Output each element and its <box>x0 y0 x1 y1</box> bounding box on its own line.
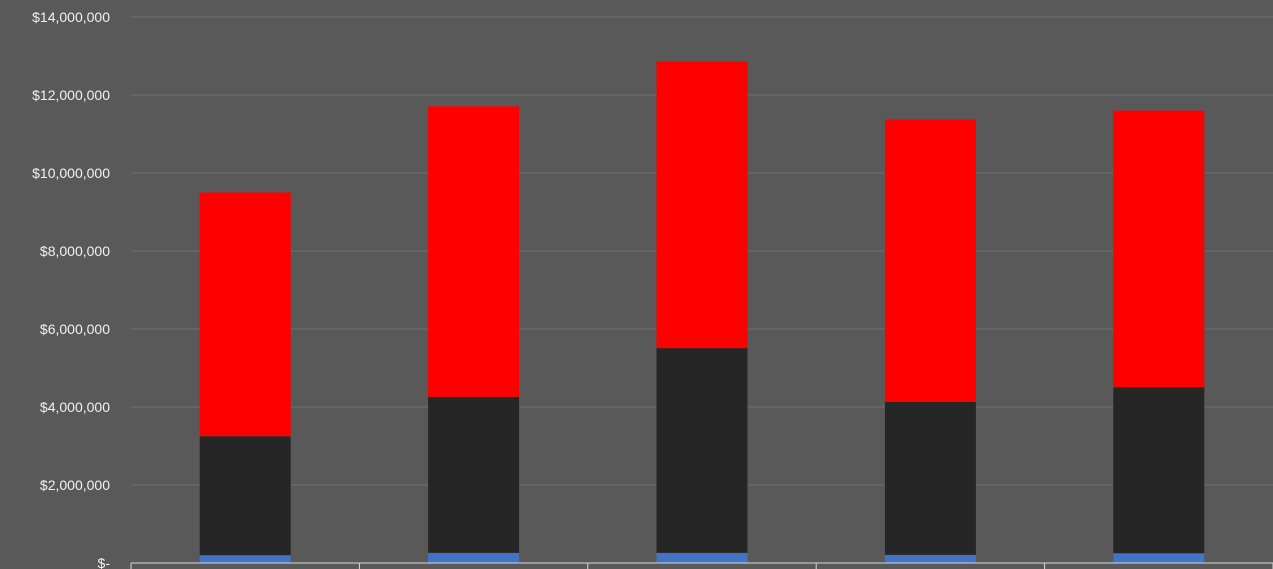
y-tick-label: $8,000,000 <box>40 243 110 259</box>
y-tick-label: $12,000,000 <box>32 87 110 103</box>
y-tick-label: $10,000,000 <box>32 165 110 181</box>
bar-segment-series-3 <box>656 61 748 349</box>
bar-segment-series-1 <box>199 555 291 563</box>
bar-segment-series-2 <box>656 348 748 553</box>
bar-segment-series-2 <box>1113 387 1205 554</box>
y-tick-label: $2,000,000 <box>40 477 110 493</box>
x-axis <box>130 562 1273 569</box>
y-axis-tick-labels: $- $2,000,000 $4,000,000 $6,000,000 $8,000,0… <box>32 9 110 569</box>
y-tick-label: $6,000,000 <box>40 321 110 337</box>
bar-segment-series-2 <box>428 396 520 553</box>
bar-segment-series-1 <box>884 554 976 563</box>
y-tick-label: $4,000,000 <box>40 399 110 415</box>
y-tick-label: $- <box>98 555 111 569</box>
bar-segment-series-1 <box>1113 553 1205 563</box>
bar-segment-series-3 <box>1113 110 1205 388</box>
bar-segment-series-2 <box>884 401 976 555</box>
bar-segment-series-3 <box>199 192 291 437</box>
bar-segment-series-3 <box>884 119 976 402</box>
bar-segment-series-1 <box>656 552 748 563</box>
y-tick-label: $14,000,000 <box>32 9 110 25</box>
bar-segment-series-1 <box>428 552 520 563</box>
bar-segment-series-3 <box>428 106 520 397</box>
bar-segment-series-2 <box>199 436 291 556</box>
bars <box>199 61 1205 563</box>
